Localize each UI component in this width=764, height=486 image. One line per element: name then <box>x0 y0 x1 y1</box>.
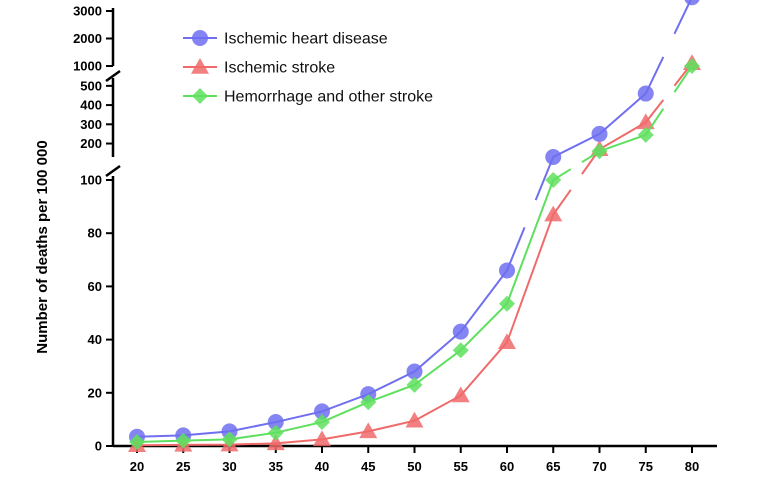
data-point <box>451 386 470 403</box>
y-tick-label: 300 <box>80 117 102 132</box>
y-axis-break-mark <box>105 164 121 178</box>
x-tick-label: 50 <box>407 459 421 474</box>
data-point <box>359 422 378 439</box>
data-point <box>314 403 330 420</box>
data-point <box>314 414 330 431</box>
series-3 <box>129 58 700 451</box>
x-tick-label: 75 <box>639 459 653 474</box>
data-point <box>452 342 469 359</box>
y-tick-label: 2000 <box>73 31 102 46</box>
y-tick-label: 80 <box>88 226 102 241</box>
data-point <box>498 333 516 350</box>
x-tick-label: 35 <box>269 459 283 474</box>
data-point <box>406 363 423 380</box>
y-tick-label: 40 <box>88 332 102 347</box>
x-tick-label: 30 <box>222 459 236 474</box>
y-tick-label: 1000 <box>73 59 102 74</box>
data-point <box>684 58 700 74</box>
data-point <box>499 262 515 279</box>
data-point <box>636 113 655 130</box>
data-point <box>267 414 284 431</box>
series-2 <box>128 54 701 452</box>
data-point <box>129 434 145 451</box>
y-tick-label: 500 <box>80 78 102 93</box>
legend-marker <box>191 58 209 74</box>
data-point <box>591 143 608 160</box>
data-point <box>545 149 562 165</box>
data-point <box>360 394 377 411</box>
y-tick-label: 3000 <box>73 4 102 19</box>
x-tick-label: 60 <box>500 459 514 474</box>
legend-label: Ischemic heart disease <box>224 31 388 48</box>
legend-label: Hemorrhage and other stroke <box>224 89 433 106</box>
data-point <box>591 125 608 142</box>
x-tick-label: 80 <box>685 459 699 474</box>
y-tick-label: 200 <box>80 136 102 151</box>
legend-item: Ischemic heart disease <box>183 30 388 48</box>
data-point <box>266 434 285 451</box>
x-tick-label: 40 <box>315 459 329 474</box>
data-point <box>684 0 700 6</box>
y-tick-label: 100 <box>80 173 102 188</box>
data-point <box>406 376 423 393</box>
data-point <box>267 424 284 441</box>
data-point <box>452 323 469 340</box>
data-point <box>499 295 515 312</box>
y-tick-label: 400 <box>80 98 102 113</box>
x-tick-label: 65 <box>546 459 560 474</box>
series-layer <box>128 0 701 452</box>
x-tick-label: 25 <box>176 459 190 474</box>
x-tick-label: 20 <box>130 459 144 474</box>
x-tick-label: 55 <box>454 459 468 474</box>
data-point <box>221 431 238 448</box>
data-point <box>313 430 331 447</box>
legend-item: Hemorrhage and other stroke <box>183 88 433 106</box>
y-tick-label: 60 <box>88 279 102 294</box>
legend: Ischemic heart disease Ischemic stroke Hem… <box>183 30 433 106</box>
legend-marker <box>192 88 208 104</box>
legend-marker <box>192 30 208 46</box>
data-point <box>405 411 424 428</box>
data-point <box>175 432 192 449</box>
data-point <box>544 205 563 222</box>
legend-label: Ischemic stroke <box>224 60 335 77</box>
data-point <box>545 172 562 188</box>
x-tick-label: 70 <box>592 459 606 474</box>
y-tick-label: 20 <box>88 385 102 400</box>
x-tick-label: 45 <box>361 459 375 474</box>
data-point <box>637 126 654 143</box>
y-axis-label: Number of deaths per 100 000 <box>34 140 51 353</box>
legend-item: Ischemic stroke <box>183 58 335 77</box>
axes: 20 25 30 35 40 45 50 55 60 65 70 75 80 0 20 40 60 80 100 20… <box>73 4 717 474</box>
y-axis-break-mark <box>105 69 121 83</box>
y-tick-label: 0 <box>95 439 102 454</box>
data-point <box>637 85 654 102</box>
